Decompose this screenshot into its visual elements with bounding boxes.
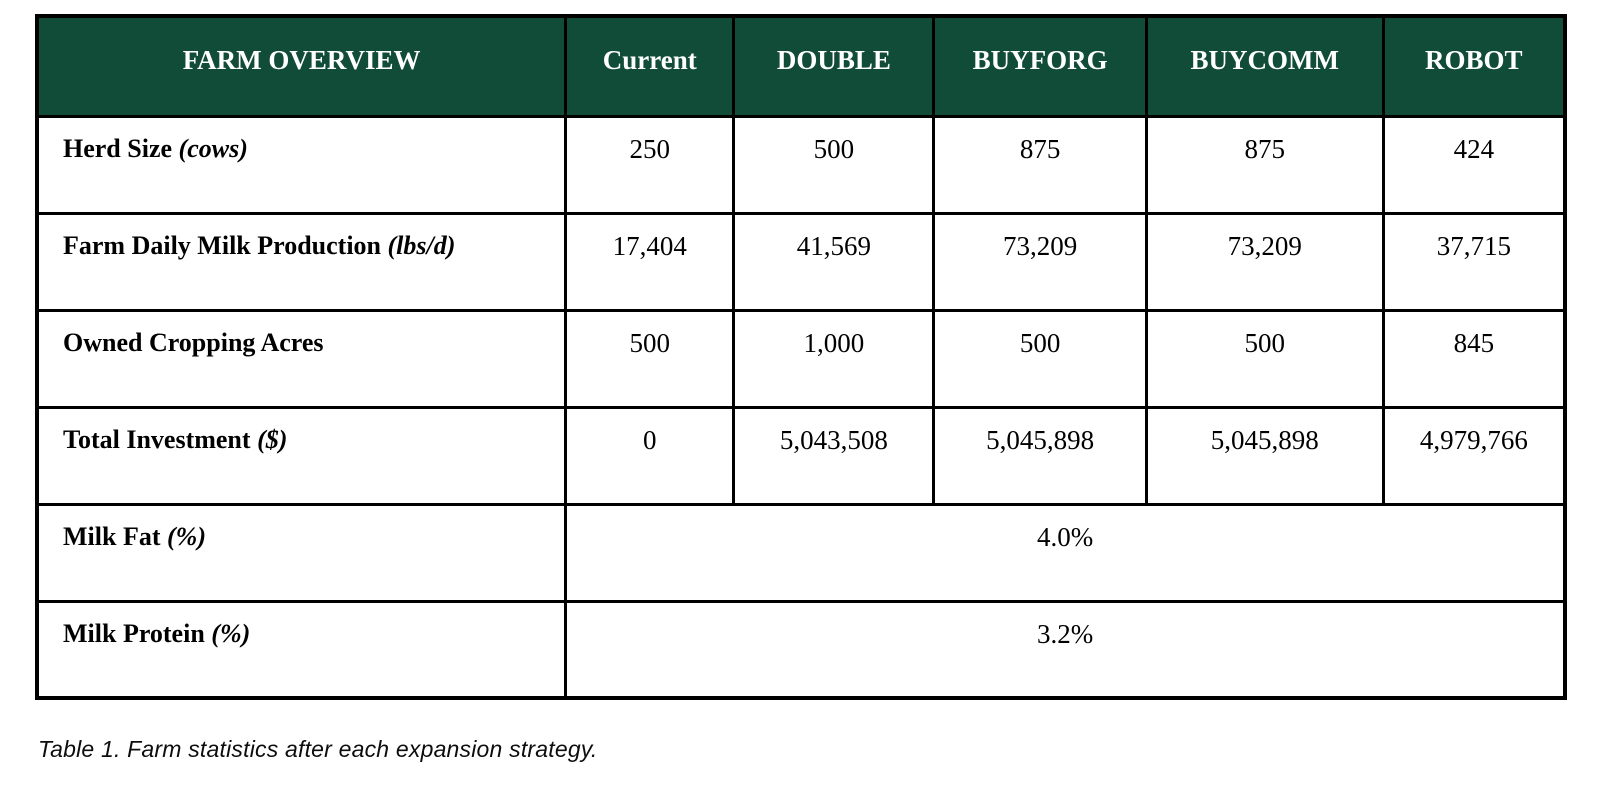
column-header-buycomm: BUYCOMM bbox=[1144, 14, 1385, 118]
table-row-cropping-acres: Owned Cropping Acres 500 1,000 500 500 8… bbox=[35, 308, 1567, 409]
cell-value: 73,209 bbox=[932, 211, 1148, 312]
table-row-total-investment: Total Investment ($) 0 5,043,508 5,045,8… bbox=[35, 405, 1567, 506]
merged-cell-value: 4.0% bbox=[564, 502, 1567, 603]
cell-value: 17,404 bbox=[564, 211, 736, 312]
row-label-text: Total Investment bbox=[63, 424, 251, 454]
cell-value: 5,045,898 bbox=[932, 405, 1148, 506]
row-label: Farm Daily Milk Production (lbs/d) bbox=[35, 211, 568, 312]
row-unit-text: (lbs/d) bbox=[387, 230, 456, 260]
row-label: Herd Size (cows) bbox=[35, 114, 568, 215]
row-label-text: Owned Cropping Acres bbox=[63, 327, 324, 357]
cell-value: 500 bbox=[732, 114, 936, 215]
column-header-buyforg: BUYFORG bbox=[932, 14, 1148, 118]
row-label-text: Farm Daily Milk Production bbox=[63, 230, 382, 260]
cell-value: 73,209 bbox=[1144, 211, 1385, 312]
row-unit-text: ($) bbox=[257, 424, 288, 454]
merged-cell-value: 3.2% bbox=[564, 599, 1567, 700]
cell-value: 424 bbox=[1381, 114, 1567, 215]
cell-value: 1,000 bbox=[732, 308, 936, 409]
row-unit-text: (%) bbox=[167, 521, 206, 551]
cell-value: 500 bbox=[564, 308, 736, 409]
row-label: Total Investment ($) bbox=[35, 405, 568, 506]
cell-value: 5,045,898 bbox=[1144, 405, 1385, 506]
cell-value: 500 bbox=[932, 308, 1148, 409]
row-label-text: Milk Fat bbox=[63, 521, 161, 551]
cell-value: 37,715 bbox=[1381, 211, 1567, 312]
row-label: Milk Fat (%) bbox=[35, 502, 568, 603]
row-label-text: Herd Size bbox=[63, 133, 173, 163]
cell-value: 500 bbox=[1144, 308, 1385, 409]
table-row-milk-protein: Milk Protein (%) 3.2% bbox=[35, 599, 1567, 700]
cell-value: 41,569 bbox=[732, 211, 936, 312]
cell-value: 5,043,508 bbox=[732, 405, 936, 506]
header-row: FARM OVERVIEW Current DOUBLE BUYFORG BUY… bbox=[35, 14, 1567, 118]
row-label: Owned Cropping Acres bbox=[35, 308, 568, 409]
table-row-herd-size: Herd Size (cows) 250 500 875 875 424 bbox=[35, 114, 1567, 215]
table-caption: Table 1. Farm statistics after each expa… bbox=[38, 736, 598, 762]
row-unit-text: (cows) bbox=[178, 133, 248, 163]
farm-overview-table: FARM OVERVIEW Current DOUBLE BUYFORG BUY… bbox=[35, 14, 1567, 700]
cell-value: 0 bbox=[564, 405, 736, 506]
row-label: Milk Protein (%) bbox=[35, 599, 568, 700]
table-row-milk-fat: Milk Fat (%) 4.0% bbox=[35, 502, 1567, 603]
column-header-current: Current bbox=[564, 14, 736, 118]
cell-value: 875 bbox=[932, 114, 1148, 215]
cell-value: 4,979,766 bbox=[1381, 405, 1567, 506]
row-label-text: Milk Protein bbox=[63, 618, 205, 648]
cell-value: 250 bbox=[564, 114, 736, 215]
column-header-robot: ROBOT bbox=[1381, 14, 1567, 118]
cell-value: 875 bbox=[1144, 114, 1385, 215]
cell-value: 845 bbox=[1381, 308, 1567, 409]
table-row-milk-production: Farm Daily Milk Production (lbs/d) 17,40… bbox=[35, 211, 1567, 312]
row-unit-text: (%) bbox=[211, 618, 251, 648]
table-title-cell: FARM OVERVIEW bbox=[35, 14, 568, 118]
column-header-double: DOUBLE bbox=[732, 14, 936, 118]
